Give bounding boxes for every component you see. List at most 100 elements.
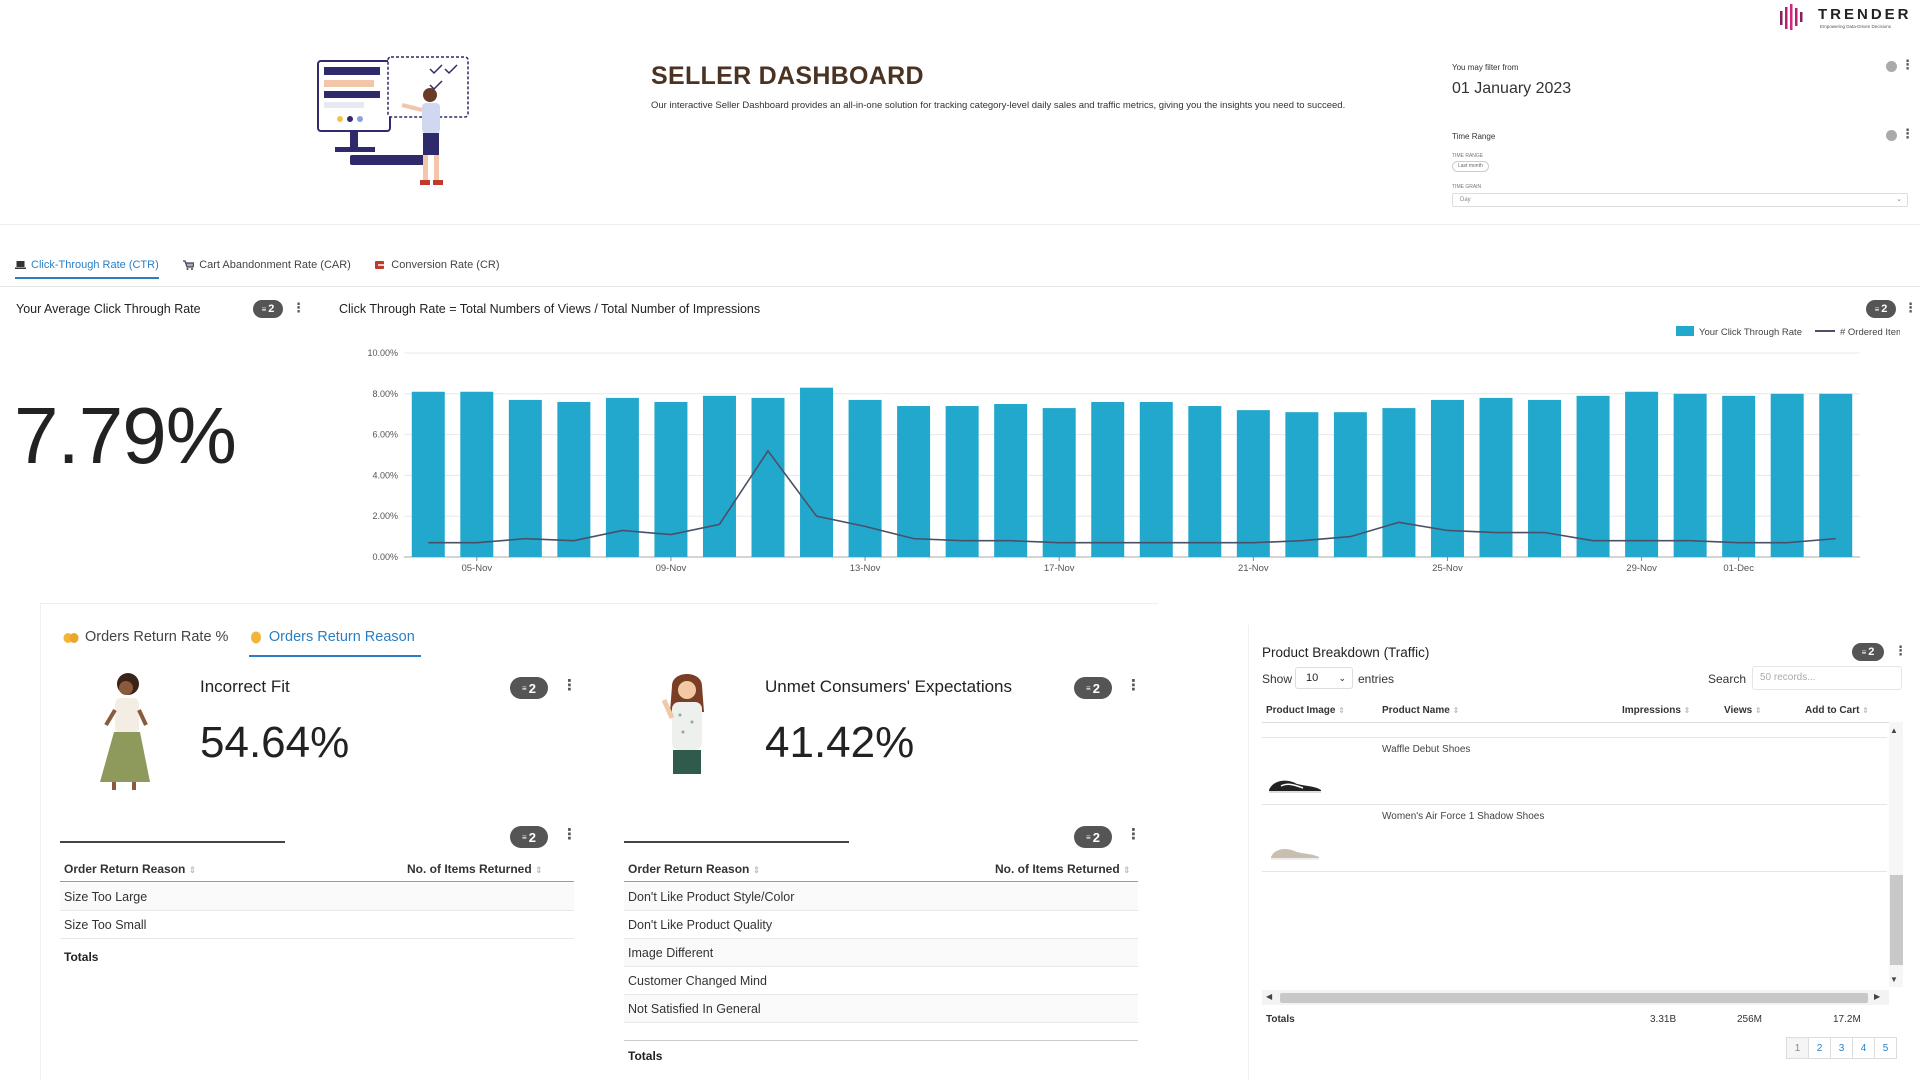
entries-select[interactable]: 10 ⌄	[1295, 667, 1353, 689]
page-button[interactable]: 1	[1786, 1037, 1809, 1059]
scroll-up-icon[interactable]: ▲	[1890, 726, 1898, 735]
page-button[interactable]: 3	[1830, 1037, 1853, 1059]
vertical-scroll-thumb[interactable]	[1890, 875, 1903, 965]
shoe-image	[1269, 780, 1321, 793]
sort-icon: ⇕	[535, 865, 543, 875]
page-title: SELLER DASHBOARD	[651, 62, 924, 90]
filter-badge[interactable]: ≡ 2	[1852, 643, 1884, 661]
more-menu-icon[interactable]: ⋮	[1904, 300, 1917, 315]
page-button[interactable]: 2	[1808, 1037, 1831, 1059]
filter-icon: ≡	[261, 304, 267, 314]
table-row: Size Too Large	[60, 883, 574, 911]
filter-badge-count: 2	[1881, 303, 1888, 315]
table-row[interactable]: Women's Air Force 1 Shadow Shoes	[1262, 805, 1887, 872]
column-header-views[interactable]: Views ⇕	[1724, 705, 1762, 716]
more-menu-icon[interactable]: ⋮	[562, 826, 577, 843]
column-header-items-label: No. of Items Returned	[407, 862, 532, 876]
column-header-product-name-label: Product Name	[1382, 705, 1450, 716]
bar	[1139, 401, 1173, 557]
info-icon[interactable]	[1886, 130, 1897, 141]
scroll-left-icon[interactable]: ◀	[1266, 992, 1273, 1001]
product-table	[1262, 722, 1889, 990]
table-row: Don't Like Product Quality	[624, 911, 1138, 939]
bar	[1430, 399, 1464, 557]
scroll-down-icon[interactable]: ▼	[1890, 975, 1898, 984]
filter-value[interactable]: 01 January 2023	[1452, 80, 1572, 97]
info-icon[interactable]	[1886, 61, 1897, 72]
filter-label: You may filter from	[1452, 63, 1519, 72]
table-row[interactable]: Waffle Debut Shoes	[1262, 738, 1887, 805]
total-add-to-cart: 17.2M	[1833, 1014, 1861, 1025]
scroll-right-icon[interactable]: ▶	[1874, 992, 1881, 1001]
bar	[848, 399, 882, 557]
bar	[460, 391, 494, 557]
entries-label: entries	[1358, 672, 1395, 686]
more-menu-icon[interactable]: ⋮	[1126, 677, 1141, 694]
search-input[interactable]: 50 records...	[1752, 666, 1902, 690]
filter-badge[interactable]: ≡ 2	[1074, 677, 1112, 699]
tab-orders-return-rate[interactable]: Orders Return Rate %	[63, 618, 234, 656]
laptop-icon	[15, 261, 26, 269]
tab-cr-label: Conversion Rate (CR)	[391, 259, 500, 271]
show-label: Show	[1262, 672, 1293, 686]
right-reason-table: Don't Like Product Style/Color Don't Lik…	[624, 883, 1138, 1023]
column-header-add-to-cart[interactable]: Add to Cart ⇕	[1805, 705, 1869, 716]
time-grain-select[interactable]: Day ⌄	[1452, 193, 1908, 207]
page-button[interactable]: 5	[1874, 1037, 1897, 1059]
tab-cr[interactable]: Conversion Rate (CR)	[375, 252, 500, 278]
horizontal-scroll-thumb[interactable]	[1280, 993, 1868, 1003]
returns-tabs: Orders Return Rate % Orders Return Reaso…	[63, 618, 431, 657]
entries-select-value: 10	[1306, 672, 1319, 684]
bar	[751, 397, 785, 557]
table-row: Image Different	[624, 939, 1138, 967]
column-header-impressions[interactable]: Impressions ⇕	[1622, 705, 1690, 716]
column-header-reason[interactable]: Order Return Reason ⇕	[64, 862, 196, 876]
chart-title: Click Through Rate = Total Numbers of Vi…	[339, 302, 761, 316]
legend-label-ordered: # Ordered Items	[1840, 327, 1900, 338]
more-menu-icon[interactable]: ⋮	[1901, 57, 1914, 72]
more-menu-icon[interactable]: ⋮	[1126, 826, 1141, 843]
y-tick-label: 4.00%	[372, 470, 398, 480]
tab-car[interactable]: Cart Abandonment Rate (CAR)	[183, 252, 351, 278]
totals-divider	[624, 1040, 1138, 1041]
time-range-pill[interactable]: Last month	[1452, 161, 1489, 172]
column-header-items[interactable]: No. of Items Returned ⇕	[407, 862, 543, 876]
column-header-product-name[interactable]: Product Name ⇕	[1382, 705, 1459, 716]
bar	[1091, 401, 1125, 557]
filter-badge[interactable]: ≡ 2	[1866, 300, 1896, 318]
filter-badge-count: 2	[528, 680, 536, 696]
column-header-items[interactable]: No. of Items Returned ⇕	[995, 862, 1131, 876]
tab-orders-return-reason[interactable]: Orders Return Reason	[248, 619, 421, 657]
x-tick-label: 25-Nov	[1432, 563, 1463, 574]
column-header-product-image[interactable]: Product Image ⇕	[1266, 705, 1345, 716]
more-menu-icon[interactable]: ⋮	[1901, 126, 1914, 141]
chevron-down-icon: ⌄	[1338, 673, 1346, 683]
time-grain-value: Day	[1460, 197, 1471, 203]
sort-icon: ⇕	[1683, 706, 1691, 715]
tab-ctr[interactable]: Click-Through Rate (CTR)	[15, 253, 159, 279]
filter-badge[interactable]: ≡ 2	[510, 826, 548, 848]
total-views: 256M	[1737, 1014, 1763, 1025]
filter-badge[interactable]: ≡ 2	[510, 677, 548, 699]
product-breakdown-title: Product Breakdown (Traffic)	[1262, 645, 1430, 660]
chevron-down-icon: ⌄	[1896, 196, 1902, 203]
sort-icon: ⇕	[1452, 706, 1460, 715]
more-menu-icon[interactable]: ⋮	[292, 300, 305, 315]
table-header-divider	[60, 881, 574, 882]
table-row: Customer Changed Mind	[624, 967, 1138, 995]
filter-badge[interactable]: ≡ 2	[253, 300, 283, 318]
filter-badge[interactable]: ≡ 2	[1074, 826, 1112, 848]
sort-icon: ⇕	[188, 865, 197, 875]
table-row: Don't Like Product Style/Color	[624, 883, 1138, 911]
page-button[interactable]: 4	[1852, 1037, 1875, 1059]
more-menu-icon[interactable]: ⋮	[562, 677, 577, 694]
filter-icon: ≡	[1861, 647, 1867, 657]
more-menu-icon[interactable]: ⋮	[1894, 643, 1907, 658]
sort-icon: ⇕	[1862, 706, 1869, 715]
bar	[1382, 408, 1416, 557]
bar	[1673, 393, 1707, 557]
column-header-reason[interactable]: Order Return Reason ⇕	[628, 862, 760, 876]
bar	[557, 401, 591, 557]
legend-swatch-ctr	[1676, 326, 1694, 336]
product-name: Waffle Debut Shoes	[1382, 744, 1471, 755]
